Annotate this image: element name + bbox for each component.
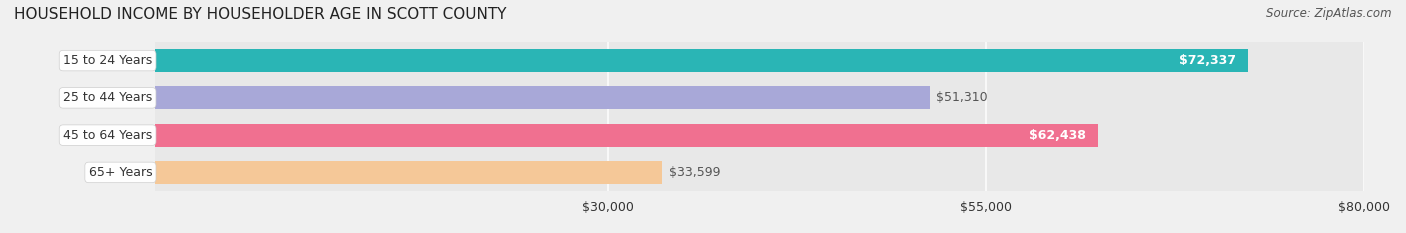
Text: $62,438: $62,438 [1029, 129, 1087, 142]
Text: $33,599: $33,599 [668, 166, 720, 179]
Text: 65+ Years: 65+ Years [89, 166, 152, 179]
Bar [155, 161, 662, 184]
Text: $51,310: $51,310 [936, 91, 988, 104]
Text: 25 to 44 Years: 25 to 44 Years [63, 91, 152, 104]
Bar [155, 86, 931, 110]
Text: 45 to 64 Years: 45 to 64 Years [63, 129, 152, 142]
Text: 15 to 24 Years: 15 to 24 Years [63, 54, 152, 67]
Bar [155, 123, 1098, 147]
Text: Source: ZipAtlas.com: Source: ZipAtlas.com [1267, 7, 1392, 20]
Text: HOUSEHOLD INCOME BY HOUSEHOLDER AGE IN SCOTT COUNTY: HOUSEHOLD INCOME BY HOUSEHOLDER AGE IN S… [14, 7, 506, 22]
Text: $72,337: $72,337 [1178, 54, 1236, 67]
Bar [155, 49, 1249, 72]
